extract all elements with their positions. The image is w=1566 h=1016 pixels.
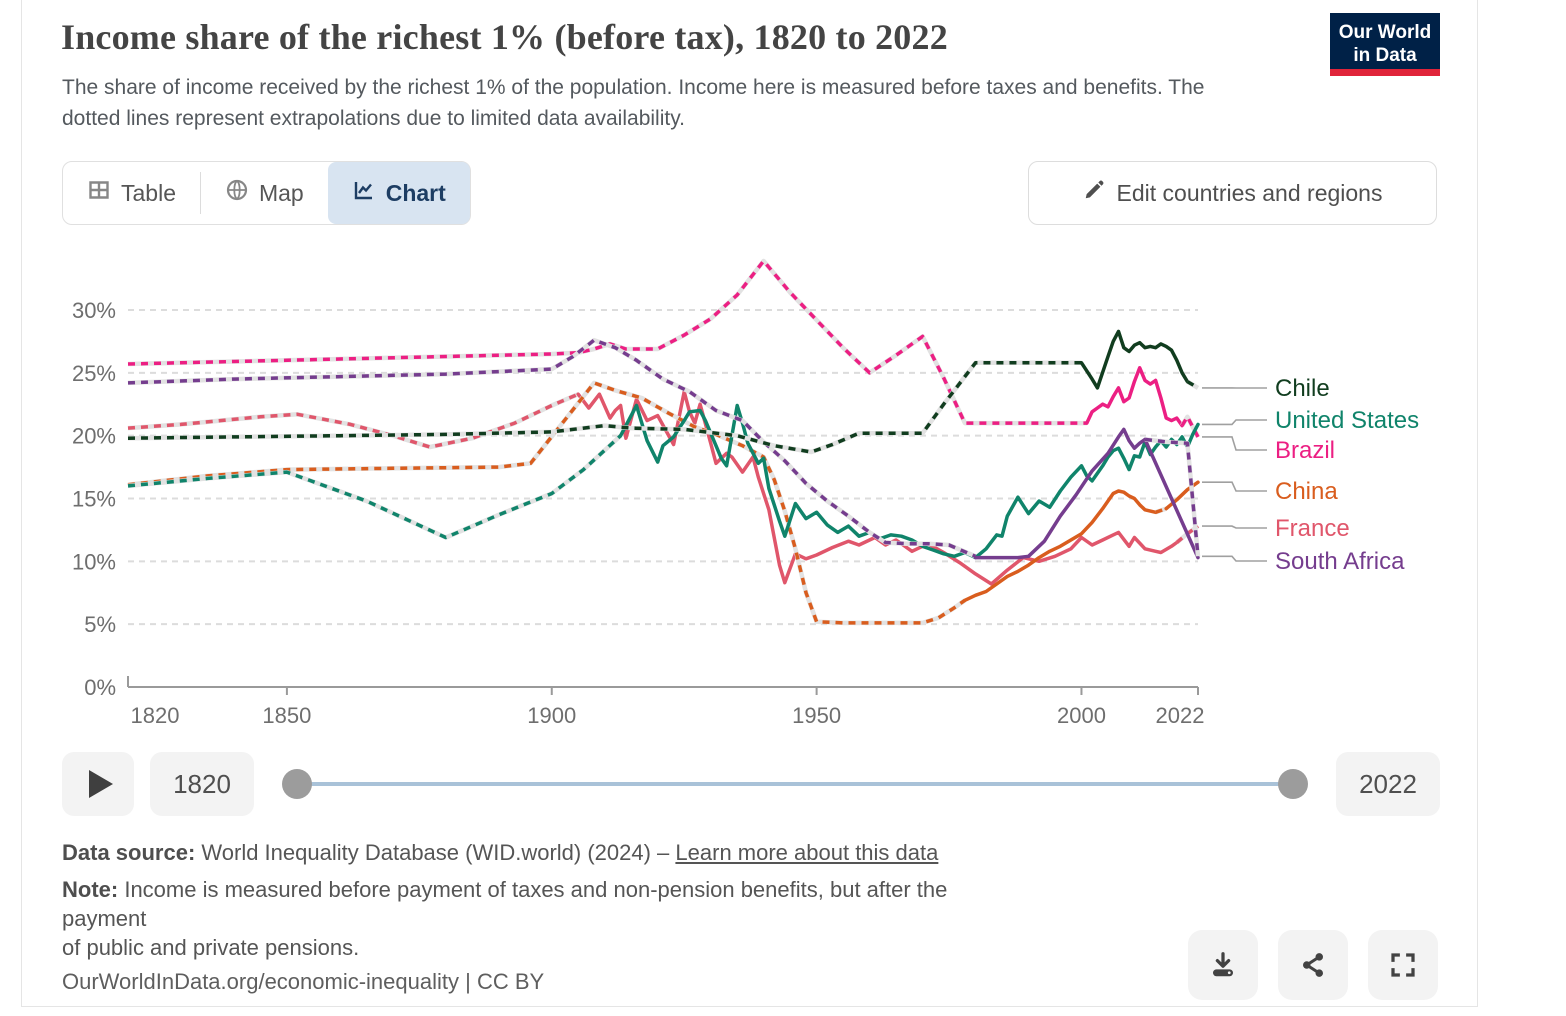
note-line-3: of public and private pensions. [62,935,360,960]
tab-chart-label: Chart [385,179,446,206]
chart-subtitle: The share of income received by the rich… [62,76,1205,130]
x-axis-tick-label: 2000 [1057,703,1106,728]
legend-connector [1202,555,1267,562]
page-title: Income share of the richest 1% (before t… [61,17,948,57]
card-border-bottom [21,1006,1478,1007]
series-halo-United States [127,434,623,540]
legend-connector [1202,419,1267,426]
y-axis-tick-label: 25% [72,361,116,386]
data-source-text: World Inequality Database (WID.world) (2… [195,840,676,865]
owid-logo[interactable]: Our World in Data [1330,13,1440,76]
timeline-handle-end[interactable] [1278,769,1308,799]
fullscreen-button[interactable] [1368,930,1438,1000]
series-halo-Brazil [127,258,1087,426]
series-line-brazil[interactable] [127,259,1087,425]
tab-map[interactable]: Map [201,162,328,224]
tab-table-label: Table [121,179,176,206]
legend-connector [1202,525,1267,529]
legend-label-united-states[interactable]: United States [1275,407,1419,434]
share-icon [1303,953,1323,977]
timeline-start-year[interactable]: 1820 [150,752,254,816]
legend-label-south-africa[interactable]: South Africa [1275,548,1405,575]
series-line-brazil[interactable] [1085,366,1184,428]
note-prefix: Note: [62,877,119,902]
card-border-left [21,0,22,1007]
series-line-brazil[interactable] [1180,415,1200,438]
view-tabs: Table Map Chart [62,161,471,225]
x-axis-tick-label: 1850 [262,703,311,728]
owid-logo-line1: Our World [1338,22,1432,43]
download-button[interactable] [1188,930,1258,1000]
chart-svg[interactable]: 0% 5% 10% 15% 20% 25% 30% 1820 1850 1900 1950 2000 2… [40,245,1440,745]
timeline-slider-track[interactable] [297,782,1293,786]
table-grid-icon [87,178,111,208]
y-axis-tick-label: 20% [72,424,116,449]
tab-map-label: Map [258,179,304,206]
y-axis-tick-label: 10% [72,549,116,574]
series-line-chile[interactable] [1079,329,1190,390]
edit-countries-label: Edit countries and regions [1116,179,1383,206]
legend-label-china[interactable]: China [1275,478,1338,505]
data-source-prefix: Data source: [62,840,196,865]
series-line-france[interactable] [127,392,579,449]
legend-label-france[interactable]: France [1275,515,1350,542]
series-line-south-africa[interactable] [973,427,1200,560]
citation: OurWorldInData.org/economic-inequality |… [62,969,545,994]
series-line-france[interactable] [576,389,1179,586]
play-icon [89,770,113,798]
series-line-south-africa[interactable] [127,338,977,558]
x-axis-tick-label: 1900 [527,703,576,728]
y-axis-tick-label: 30% [72,298,116,323]
x-axis-tick-label: 1950 [792,703,841,728]
legend-connector [1202,436,1267,451]
timeline-end-year[interactable]: 2022 [1336,752,1440,816]
x-axis-tick-label: 1820 [131,703,180,728]
learn-more-link[interactable]: Learn more about this data [675,840,939,865]
legend-label-brazil[interactable]: Brazil [1275,437,1335,464]
timeline-handle-start[interactable] [282,769,312,799]
data-source-line: Data source: World Inequality Database (… [62,840,938,866]
pencil-icon [1083,179,1105,207]
series-line-china[interactable] [127,381,966,625]
y-axis-tick-label: 0% [84,675,116,700]
owid-logo-line2: in Data [1353,45,1417,66]
series-line-china[interactable] [1155,506,1167,514]
globe-icon [225,178,249,208]
play-button[interactable] [62,752,134,816]
owid-logo-red-bar [1330,69,1440,76]
card-border-right [1477,0,1478,1007]
legend-connector [1202,481,1267,492]
y-axis-tick-label: 15% [72,486,116,511]
tab-table[interactable]: Table [63,162,200,224]
note-text-1: Income is measured before payment of tax… [118,877,948,902]
series-line-china[interactable] [963,489,1158,603]
note-line-1: Note: Income is measured before payment … [62,877,947,903]
edit-countries-button[interactable]: Edit countries and regions [1028,161,1437,225]
series-line-south-africa[interactable] [1144,437,1200,557]
legend-label-chile[interactable]: Chile [1275,375,1330,402]
series-line-united-states[interactable] [618,403,1200,560]
share-button[interactable] [1278,930,1348,1000]
fullscreen-icon [1391,953,1415,977]
y-axis-tick-label: 5% [84,612,116,637]
line-chart-icon [352,178,376,208]
tab-separator [199,172,201,214]
note-line-2: payment [62,906,147,931]
series-line-chile[interactable] [1186,380,1199,390]
download-icon [1213,952,1233,977]
tab-chart[interactable]: Chart [327,162,470,224]
series-line-chile[interactable] [127,361,1082,454]
series-line-united-states[interactable] [127,434,622,540]
x-axis-tick-label: 2022 [1156,703,1205,728]
